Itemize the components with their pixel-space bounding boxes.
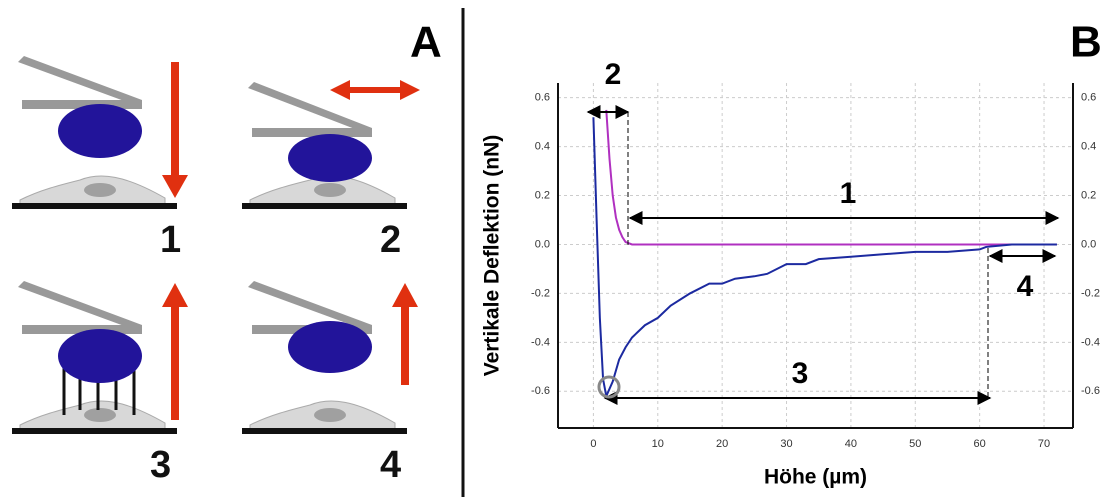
data-line bbox=[605, 109, 1057, 246]
panel-label: B bbox=[1070, 18, 1102, 67]
x-tick-label: 20 bbox=[716, 438, 728, 450]
x-tick-label: 30 bbox=[780, 438, 792, 450]
y2-tick-label: 0.0 bbox=[1081, 238, 1096, 250]
panel-b-chart: -0.6 -0.6 -0.4 -0.4 -0.2 -0.2 0.0 0.0 0.2 0.2 0.4 0… bbox=[481, 58, 1100, 489]
x-tick-label: 0 bbox=[590, 438, 596, 450]
x-tick-label: 50 bbox=[909, 438, 921, 450]
panel-a: 1 2 3 4 bbox=[11, 18, 442, 486]
x-tick-label: 40 bbox=[845, 438, 857, 450]
highlight-circle bbox=[597, 375, 621, 399]
annotation: 1 bbox=[840, 177, 857, 210]
y-tick-label: -0.4 bbox=[531, 336, 550, 348]
step-1: 1 bbox=[11, 56, 188, 261]
step-3: 3 bbox=[11, 281, 188, 486]
step-label: 1 bbox=[160, 219, 181, 261]
x-tick-label: 60 bbox=[974, 438, 986, 450]
y2-tick-label: 0.6 bbox=[1081, 92, 1096, 104]
x-tick-label: 70 bbox=[1038, 438, 1050, 450]
step-2: 2 bbox=[241, 80, 420, 261]
x-axis-title: Höhe (µm) bbox=[764, 466, 867, 489]
y-tick-label: 0.4 bbox=[535, 141, 550, 153]
panel-label: A bbox=[410, 18, 442, 67]
annotation: 2 bbox=[605, 58, 622, 91]
x-tick-label: 10 bbox=[652, 438, 664, 450]
y-tick-label: 0.2 bbox=[535, 189, 550, 201]
y-axis-title: Vertikale Deflektion (nN) bbox=[481, 135, 504, 377]
y-tick-label: 0.6 bbox=[535, 92, 550, 104]
step-label: 4 bbox=[380, 444, 401, 486]
step-4: 4 bbox=[241, 281, 418, 486]
annotation: 4 bbox=[1017, 270, 1034, 303]
y-tick-label: 0.0 bbox=[535, 238, 550, 250]
y2-tick-label: 0.4 bbox=[1081, 141, 1096, 153]
y2-tick-label: -0.2 bbox=[1081, 287, 1100, 299]
y2-tick-label: -0.6 bbox=[1081, 385, 1100, 397]
step-label: 3 bbox=[150, 444, 171, 486]
y-tick-label: -0.2 bbox=[531, 287, 550, 299]
y2-tick-label: 0.2 bbox=[1081, 189, 1096, 201]
annotation: 3 bbox=[792, 357, 809, 390]
step-label: 2 bbox=[380, 219, 401, 261]
data-line bbox=[592, 117, 1057, 400]
y2-tick-label: -0.4 bbox=[1081, 336, 1100, 348]
y-tick-label: -0.6 bbox=[531, 385, 550, 397]
